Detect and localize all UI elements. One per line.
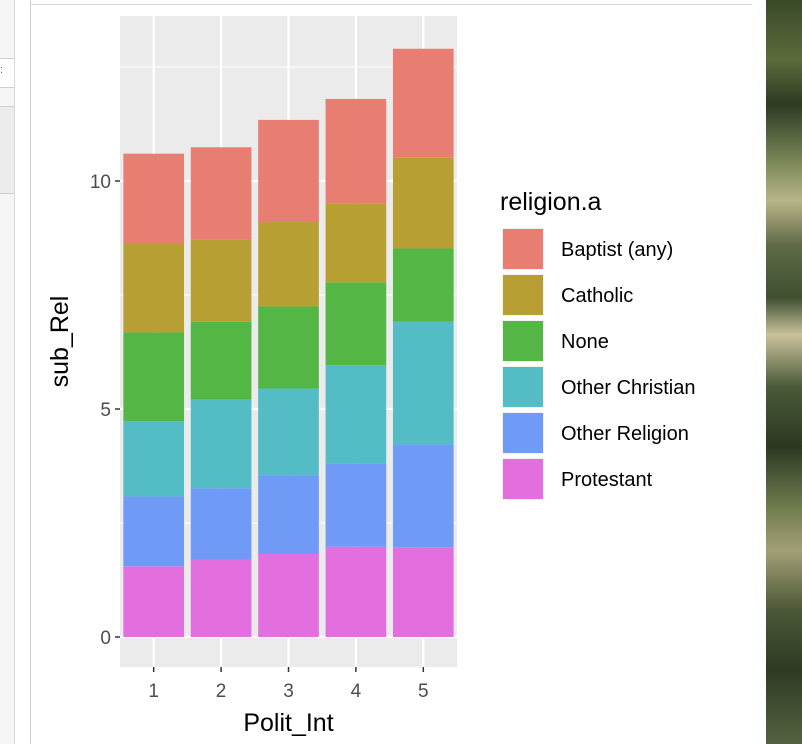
bars — [123, 48, 454, 637]
x-tick-label: 1 — [148, 681, 159, 702]
bar-segment — [325, 546, 387, 637]
legend: Baptist (any) Catholic None Other Christian… — [502, 228, 696, 500]
plot-panel-top-border — [30, 4, 752, 5]
left-panel-tab[interactable] — [0, 58, 14, 88]
bar-segment — [392, 444, 454, 548]
legend-label: Catholic — [561, 285, 633, 307]
bar-segment — [392, 48, 454, 158]
bar-segment — [123, 566, 185, 637]
bar-segment — [123, 153, 185, 244]
bar-segment — [123, 243, 185, 333]
y-tick-label: 0 — [100, 628, 111, 649]
bar-segment — [190, 399, 252, 489]
bar-segment — [258, 306, 319, 389]
left-panel-section[interactable] — [0, 106, 14, 194]
window-gap — [752, 0, 766, 744]
x-tick-label: 2 — [216, 681, 227, 702]
background-photo — [766, 0, 802, 744]
bar-segment — [392, 157, 454, 249]
x-tick-label: 3 — [283, 681, 294, 702]
legend-label: Other Religion — [561, 423, 689, 445]
y-tick-label: 10 — [90, 172, 111, 193]
legend-label: None — [561, 331, 609, 353]
bar-segment — [392, 547, 454, 637]
legend-swatch — [503, 413, 543, 453]
bar-segment — [123, 496, 185, 567]
bar-segment — [325, 203, 387, 283]
legend-label: Baptist (any) — [561, 239, 673, 261]
bar-segment — [190, 147, 252, 240]
legend-label: Other Christian — [561, 377, 696, 399]
bar-segment — [258, 388, 319, 476]
legend-title: religion.a — [500, 188, 602, 216]
x-tick-label: 5 — [418, 681, 429, 702]
x-tick-label: 4 — [351, 681, 362, 702]
y-axis-title: sub_Rel — [46, 296, 74, 388]
bar-segment — [190, 321, 252, 400]
bar-segment — [123, 332, 185, 422]
x-axis-title: Polit_Int — [243, 709, 333, 737]
legend-swatch — [503, 275, 543, 315]
y-tick-label: 5 — [100, 400, 111, 421]
bar-segment — [258, 554, 319, 637]
bar-segment — [325, 463, 387, 547]
left-panel-glyph: : — [0, 64, 4, 76]
bar-segment — [123, 421, 185, 497]
bar-segment — [190, 239, 252, 322]
bar-segment — [325, 282, 387, 366]
axes: 0 5 10 1 2 3 4 5 — [90, 172, 429, 702]
legend-swatch — [503, 229, 543, 269]
legend-label: Protestant — [561, 469, 653, 491]
bar-segment — [392, 321, 454, 445]
bar-segment — [190, 488, 252, 560]
bar-segment — [258, 222, 319, 307]
legend-swatch — [503, 459, 543, 499]
legend-swatch — [503, 367, 543, 407]
bar-segment — [258, 475, 319, 555]
bar-segment — [325, 365, 387, 464]
bar-segment — [325, 98, 387, 204]
bar-segment — [392, 248, 454, 322]
legend-swatch — [503, 321, 543, 361]
bar-segment — [190, 559, 252, 637]
bar-segment — [258, 119, 319, 223]
